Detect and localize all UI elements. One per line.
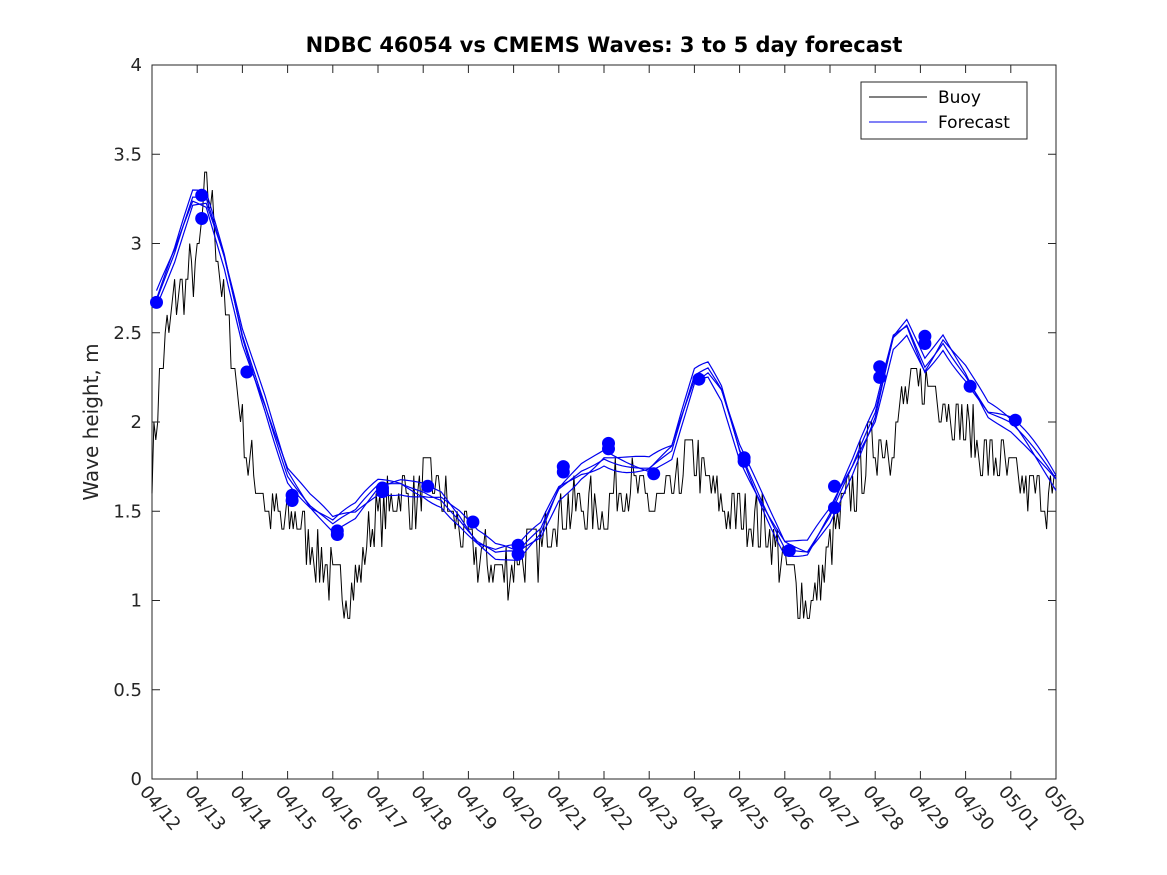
y-axis-label: Wave height, m	[79, 343, 103, 500]
forecast-marker-30	[963, 379, 977, 393]
forecast-marker-8	[330, 528, 344, 541]
forecast-marker-26	[873, 360, 887, 374]
y-tick-label: 3	[131, 234, 142, 255]
forecast-marker-20	[692, 372, 706, 386]
forecast-marker-10	[376, 485, 389, 499]
y-tick-label: 1	[131, 591, 142, 612]
axes-box	[151, 64, 1057, 780]
buoy-line	[151, 171, 1056, 619]
forecast-marker-19	[647, 467, 661, 481]
y-tick-label: 0	[131, 769, 142, 790]
y-tick-label: 1.5	[113, 501, 142, 522]
forecast-marker-3	[195, 212, 209, 225]
y-tick-label: 4	[131, 55, 142, 76]
legend-buoy-label: Buoy	[938, 88, 981, 108]
chart-title: NDBC 46054 vs CMEMS Waves: 3 to 5 day fo…	[306, 33, 903, 57]
forecast-marker-25	[828, 501, 841, 515]
forecast-marker-14	[511, 547, 525, 561]
legend-box	[860, 81, 1028, 140]
y-tick-label: 3.5	[113, 144, 142, 165]
forecast-marker-27	[873, 370, 887, 384]
buoy-series	[151, 171, 1056, 619]
forecast-marker-16	[556, 465, 570, 479]
forecast-marker-18	[602, 442, 615, 456]
y-tick-label: 2.5	[113, 323, 142, 344]
forecast-marker-1	[150, 295, 163, 309]
forecast-line-3	[155, 200, 1057, 553]
forecast-markers	[150, 188, 1022, 561]
legend-forecast-label: Forecast	[938, 113, 1010, 133]
forecast-marker-31	[1008, 413, 1022, 427]
forecast-marker-2	[195, 188, 209, 202]
forecast-marker-12	[466, 515, 480, 529]
y-tick-label: 2	[131, 412, 142, 433]
plot-area: 00.511.522.533.5404/1204/1304/1404/1504/…	[113, 55, 1088, 835]
forecast-marker-24	[828, 479, 841, 493]
y-tick-label: 0.5	[113, 680, 142, 701]
forecast-marker-11	[421, 479, 435, 493]
forecast-marker-29	[918, 337, 932, 350]
forecast-marker-6	[285, 494, 299, 507]
forecast-line-4	[155, 189, 1057, 558]
legend: Buoy Forecast	[860, 81, 1028, 140]
forecast-marker-13	[511, 538, 525, 552]
forecast-marker-23	[782, 544, 796, 557]
forecast-marker-22	[737, 454, 751, 468]
forecast-marker-4	[240, 365, 254, 379]
